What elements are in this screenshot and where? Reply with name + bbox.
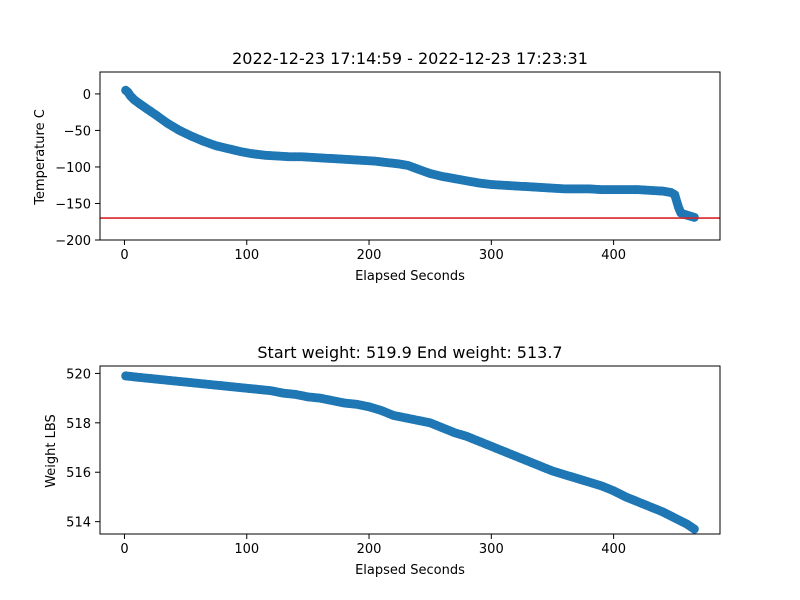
- temperature-chart-title: 2022-12-23 17:14:59 - 2022-12-23 17:23:3…: [232, 49, 588, 68]
- temperature-chart: 2022-12-23 17:14:59 - 2022-12-23 17:23:3…: [33, 49, 721, 284]
- temperature-points: [121, 85, 699, 222]
- temperature-y-tick-label: −50: [64, 124, 91, 139]
- temperature-y-axis-label: Temperature C: [33, 109, 48, 206]
- weight-x-tick-label: 100: [234, 542, 259, 557]
- temperature-x-tick-label: 400: [601, 248, 626, 263]
- weight-x-axis-label: Elapsed Seconds: [355, 563, 465, 578]
- weight-chart: Start weight: 519.9 End weight: 513.7 El…: [44, 343, 721, 578]
- weight-y-tick-label: 518: [66, 417, 91, 432]
- weight-x-tick-label: 300: [479, 542, 504, 557]
- temperature-y-tick-label: −100: [55, 161, 91, 176]
- temperature-x-tick-label: 200: [357, 248, 382, 263]
- weight-y-tick-label: 514: [66, 516, 91, 531]
- temperature-x-tick-label: 100: [234, 248, 259, 263]
- weight-ticks: 0 100 200 300 400 514 516 518 520: [66, 367, 626, 557]
- weight-x-tick-label: 400: [601, 542, 626, 557]
- temperature-x-tick-label: 0: [120, 248, 128, 263]
- temperature-x-axis-label: Elapsed Seconds: [355, 269, 465, 284]
- weight-points: [121, 371, 699, 534]
- temperature-x-tick-label: 300: [479, 248, 504, 263]
- temperature-y-tick-label: −200: [55, 234, 91, 249]
- temperature-plot-frame: [99, 71, 721, 241]
- weight-x-tick-label: 0: [120, 542, 128, 557]
- temperature-ticks: 0 100 200 300 400 0 −50 −100 −150 −200: [55, 88, 626, 263]
- weight-y-tick-label: 520: [66, 367, 91, 382]
- temperature-y-tick-label: 0: [83, 88, 91, 103]
- weight-x-tick-label: 200: [357, 542, 382, 557]
- temperature-y-tick-label: −150: [55, 197, 91, 212]
- weight-plot-frame: [99, 365, 721, 535]
- weight-y-tick-label: 516: [66, 466, 91, 481]
- weight-y-axis-label: Weight LBS: [44, 414, 59, 488]
- weight-point: [689, 524, 699, 534]
- weight-chart-title: Start weight: 519.9 End weight: 513.7: [257, 343, 562, 362]
